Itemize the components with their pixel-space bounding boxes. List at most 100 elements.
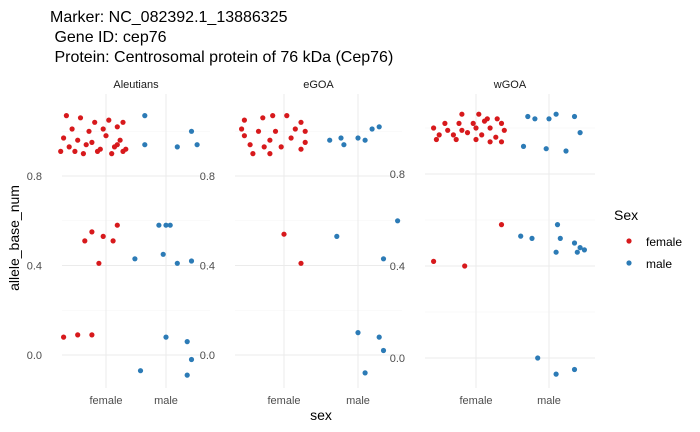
data-point-female	[476, 111, 482, 117]
legend-title: Sex	[614, 207, 638, 223]
data-point-female	[501, 127, 507, 133]
data-point-female	[436, 132, 442, 138]
data-point-female	[278, 144, 284, 150]
data-point-female	[470, 120, 476, 126]
data-point-male	[137, 368, 144, 374]
data-point-male	[557, 235, 563, 241]
data-point-female	[292, 126, 298, 132]
data-point-male	[142, 142, 148, 148]
data-point-female	[487, 139, 493, 145]
data-point-male	[532, 116, 538, 122]
data-point-female	[431, 125, 437, 131]
data-point-male	[132, 256, 138, 262]
data-point-female	[75, 137, 81, 143]
data-point-female	[433, 136, 439, 143]
data-point-male	[380, 256, 387, 262]
data-point-female	[459, 127, 465, 133]
data-point-male	[327, 137, 333, 143]
data-point-male	[395, 218, 401, 224]
y-tick-label: 0.0	[27, 350, 42, 362]
data-point-female	[77, 115, 84, 121]
data-point-female	[298, 146, 304, 152]
data-point-male	[571, 240, 578, 246]
data-point-female	[281, 231, 287, 237]
data-point-male	[554, 222, 561, 228]
data-point-male	[160, 251, 166, 257]
facet-strip-label: wGOA	[493, 79, 527, 91]
data-point-male	[529, 235, 535, 241]
data-point-female	[83, 142, 89, 148]
title-line-1: Marker: NC_082392.1_13886325	[50, 9, 288, 26]
data-point-female	[117, 137, 123, 143]
data-point-female	[479, 132, 485, 138]
data-point-male	[571, 113, 578, 120]
data-point-male	[571, 366, 578, 373]
data-point-female	[298, 119, 304, 125]
data-point-male	[543, 146, 549, 152]
data-point-female	[288, 135, 294, 141]
data-point-female	[66, 144, 72, 150]
data-point-female	[255, 128, 262, 134]
y-tick-label: 0.0	[390, 353, 405, 365]
data-point-female	[63, 113, 69, 119]
data-point-female	[75, 332, 81, 338]
data-point-female	[272, 128, 279, 134]
data-point-male	[577, 245, 583, 251]
data-point-female	[298, 260, 304, 266]
data-point-female	[86, 128, 92, 134]
data-point-male	[376, 124, 382, 130]
facet-panel-wgoa: wGOA 0.0 0.4 0.8 female male	[390, 79, 595, 407]
data-point-female	[241, 133, 247, 139]
data-point-male	[188, 356, 195, 363]
data-point-male	[563, 148, 569, 154]
data-point-male	[194, 142, 200, 148]
data-point-female	[267, 151, 273, 157]
data-point-female	[487, 125, 493, 131]
x-tick-label: female	[459, 395, 492, 407]
data-point-female	[464, 130, 471, 136]
data-point-female	[270, 113, 276, 119]
data-point-male	[341, 142, 347, 148]
data-point-female	[459, 111, 465, 117]
data-point-female	[61, 135, 67, 141]
x-axis-title: sex	[310, 407, 332, 423]
data-point-female	[450, 132, 456, 138]
data-point-female	[481, 118, 488, 124]
data-point-female	[92, 119, 98, 125]
data-point-female	[494, 116, 500, 122]
chart-title: Marker: NC_082392.1_13886325 Gene ID: ce…	[50, 9, 393, 66]
data-point-male	[525, 113, 531, 120]
data-point-female	[61, 334, 67, 340]
legend-key-male	[626, 260, 632, 266]
data-point-female	[498, 139, 505, 145]
data-point-female	[80, 151, 86, 157]
data-point-male	[174, 144, 180, 150]
data-point-male	[553, 111, 559, 117]
data-point-male	[574, 249, 580, 255]
data-point-female	[267, 137, 273, 143]
legend-label-female: female	[646, 235, 682, 249]
data-point-female	[445, 127, 451, 133]
y-tick-label: 0.4	[390, 261, 405, 273]
data-point-male	[188, 128, 195, 134]
data-point-male	[581, 247, 588, 253]
data-point-male	[355, 135, 361, 141]
data-point-female	[473, 125, 479, 131]
data-point-male	[184, 372, 190, 378]
data-point-male	[355, 330, 361, 336]
data-point-female	[239, 126, 245, 132]
facet-strip-label: Aleutians	[113, 79, 159, 91]
title-line-3: Protein: Centrosomal protein of 76 kDa (…	[50, 49, 393, 66]
x-tick-label: male	[346, 395, 370, 407]
data-point-female	[498, 222, 505, 228]
data-point-male	[334, 233, 340, 239]
data-point-male	[553, 371, 559, 377]
title-line-2: Gene ID: cep76	[50, 29, 167, 46]
data-point-female	[241, 117, 247, 123]
facet-panel-aleutians: Aleutians 0.0 0.4 0.8 female male	[27, 79, 210, 407]
data-point-male	[546, 116, 552, 122]
data-point-female	[72, 148, 78, 154]
x-tick-label: female	[89, 395, 122, 407]
legend-key-female	[626, 238, 632, 244]
y-tick-label: 0.4	[200, 261, 215, 273]
